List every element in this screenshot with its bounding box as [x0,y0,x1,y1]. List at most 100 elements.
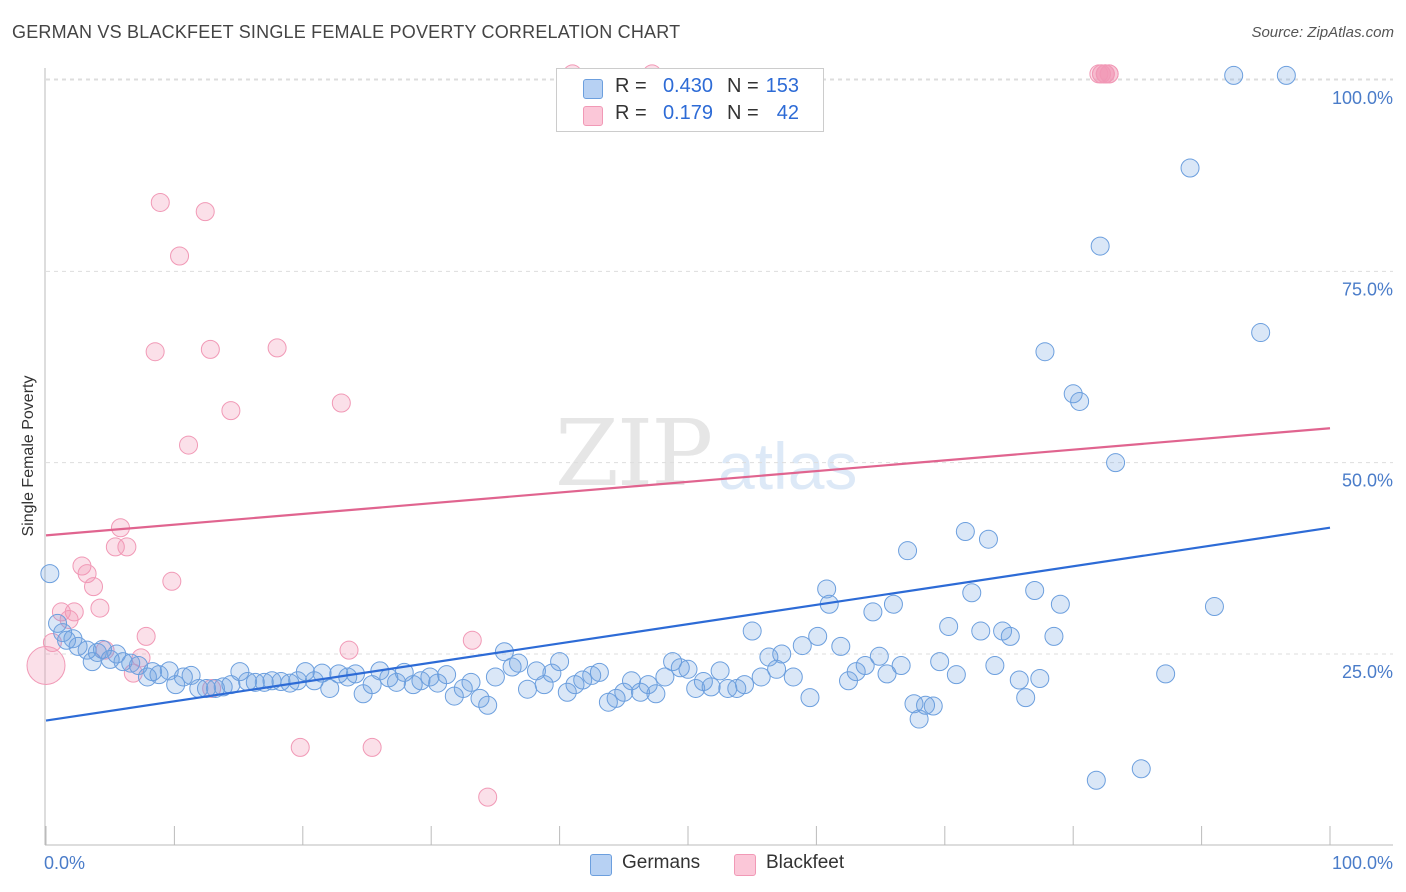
german-point [877,664,897,684]
blackfeet-point [200,339,220,359]
german-point [767,659,787,679]
legend-r-value: 0.179 [662,102,713,124]
german-point [759,647,779,667]
german-point [550,652,570,672]
germans-legend-icon [590,854,612,876]
german-point [955,522,975,542]
german-point [1063,384,1083,404]
blackfeet-legend-label: Blackfeet [766,852,845,873]
blackfeet-point [170,246,190,266]
german-point [646,684,666,704]
chart-title: GERMAN VS BLACKFEET SINGLE FEMALE POVERT… [12,22,681,42]
german-point [509,653,529,673]
x-tick-label: 100.0% [1332,853,1393,873]
german-point [1276,65,1296,85]
blackfeet-point [150,192,170,212]
german-point [1016,688,1036,708]
german-point [1030,668,1050,688]
german-point [230,662,250,682]
german-point [453,678,473,698]
german-point [1070,391,1090,411]
german-point [630,682,650,702]
german-point [121,653,141,673]
legend-row-germans: R = 0.430 N = 153 [557,75,823,101]
german-point [800,688,820,708]
german-point [655,667,675,687]
german-point [1131,759,1151,779]
german-point [734,675,754,695]
german-point [420,667,440,687]
german-point [518,679,537,699]
blackfeet-point [136,626,156,646]
axes [44,68,1393,846]
source-label: Source: ZipAtlas.com [1251,24,1394,41]
german-point [1204,597,1224,617]
german-point [137,667,157,687]
german-point [606,688,626,708]
blackfeet-point [162,571,182,591]
german-point [166,675,186,695]
blackfeet-point [339,640,359,660]
german-point [985,655,1005,675]
blackfeet-point [179,435,199,455]
blackfeet-trend-line [45,427,1331,537]
germans-swatch-icon [583,79,603,99]
german-point [107,644,127,664]
german-point [478,695,498,715]
blackfeet-point [90,598,110,618]
german-point [863,602,883,622]
y-tick-label: 75.0% [1342,279,1393,299]
german-point [92,639,112,659]
german-point [686,678,706,698]
german-point [461,672,481,692]
german-point [149,665,169,685]
german-point [808,626,828,646]
german-point [113,652,133,672]
german-point [205,678,225,698]
german-point [783,667,803,687]
german-point [557,682,577,702]
legend-r-label: R = [615,75,647,97]
legend-n-value: 153 [765,75,799,97]
german-point [1156,664,1176,684]
german-point [485,667,505,687]
y-tick-label: 50.0% [1342,471,1393,491]
german-point [589,662,609,682]
legend-row-blackfeet: R = 0.179 N = 42 [557,102,823,128]
german-point [678,659,698,679]
blackfeet-point [131,648,151,668]
german-point [898,541,918,561]
german-point [582,665,602,685]
y-tick-label: 100.0% [1332,88,1393,108]
german-point [1090,236,1110,256]
correlation-legend: R = 0.430 N = 153 R = 0.179 N = 42 [556,68,824,132]
german-points [40,65,1296,790]
blackfeet-point [362,737,382,757]
german-point [470,688,490,708]
blackfeet-point [64,602,84,622]
german-point [971,621,991,641]
german-point [1035,342,1055,362]
blackfeet-point [1095,64,1115,84]
german-point [573,670,593,690]
germans-legend-label: Germans [622,852,701,873]
blackfeet-point [462,630,482,650]
german-point [663,652,683,672]
blackfeet-point [478,787,498,807]
blackfeet-point [84,577,104,597]
german-point [40,564,60,584]
german-point [923,696,943,716]
blackfeet-point [267,338,287,358]
blackfeet-swatch-icon [583,106,603,126]
blackfeet-point [290,737,310,757]
blackfeet-point [26,645,66,685]
german-point [772,644,792,664]
german-point [978,529,998,549]
blackfeet-point [331,393,351,413]
german-point [946,665,966,685]
german-point [939,616,959,636]
german-point [962,583,982,603]
german-point [883,594,903,614]
german-point [1025,580,1045,600]
